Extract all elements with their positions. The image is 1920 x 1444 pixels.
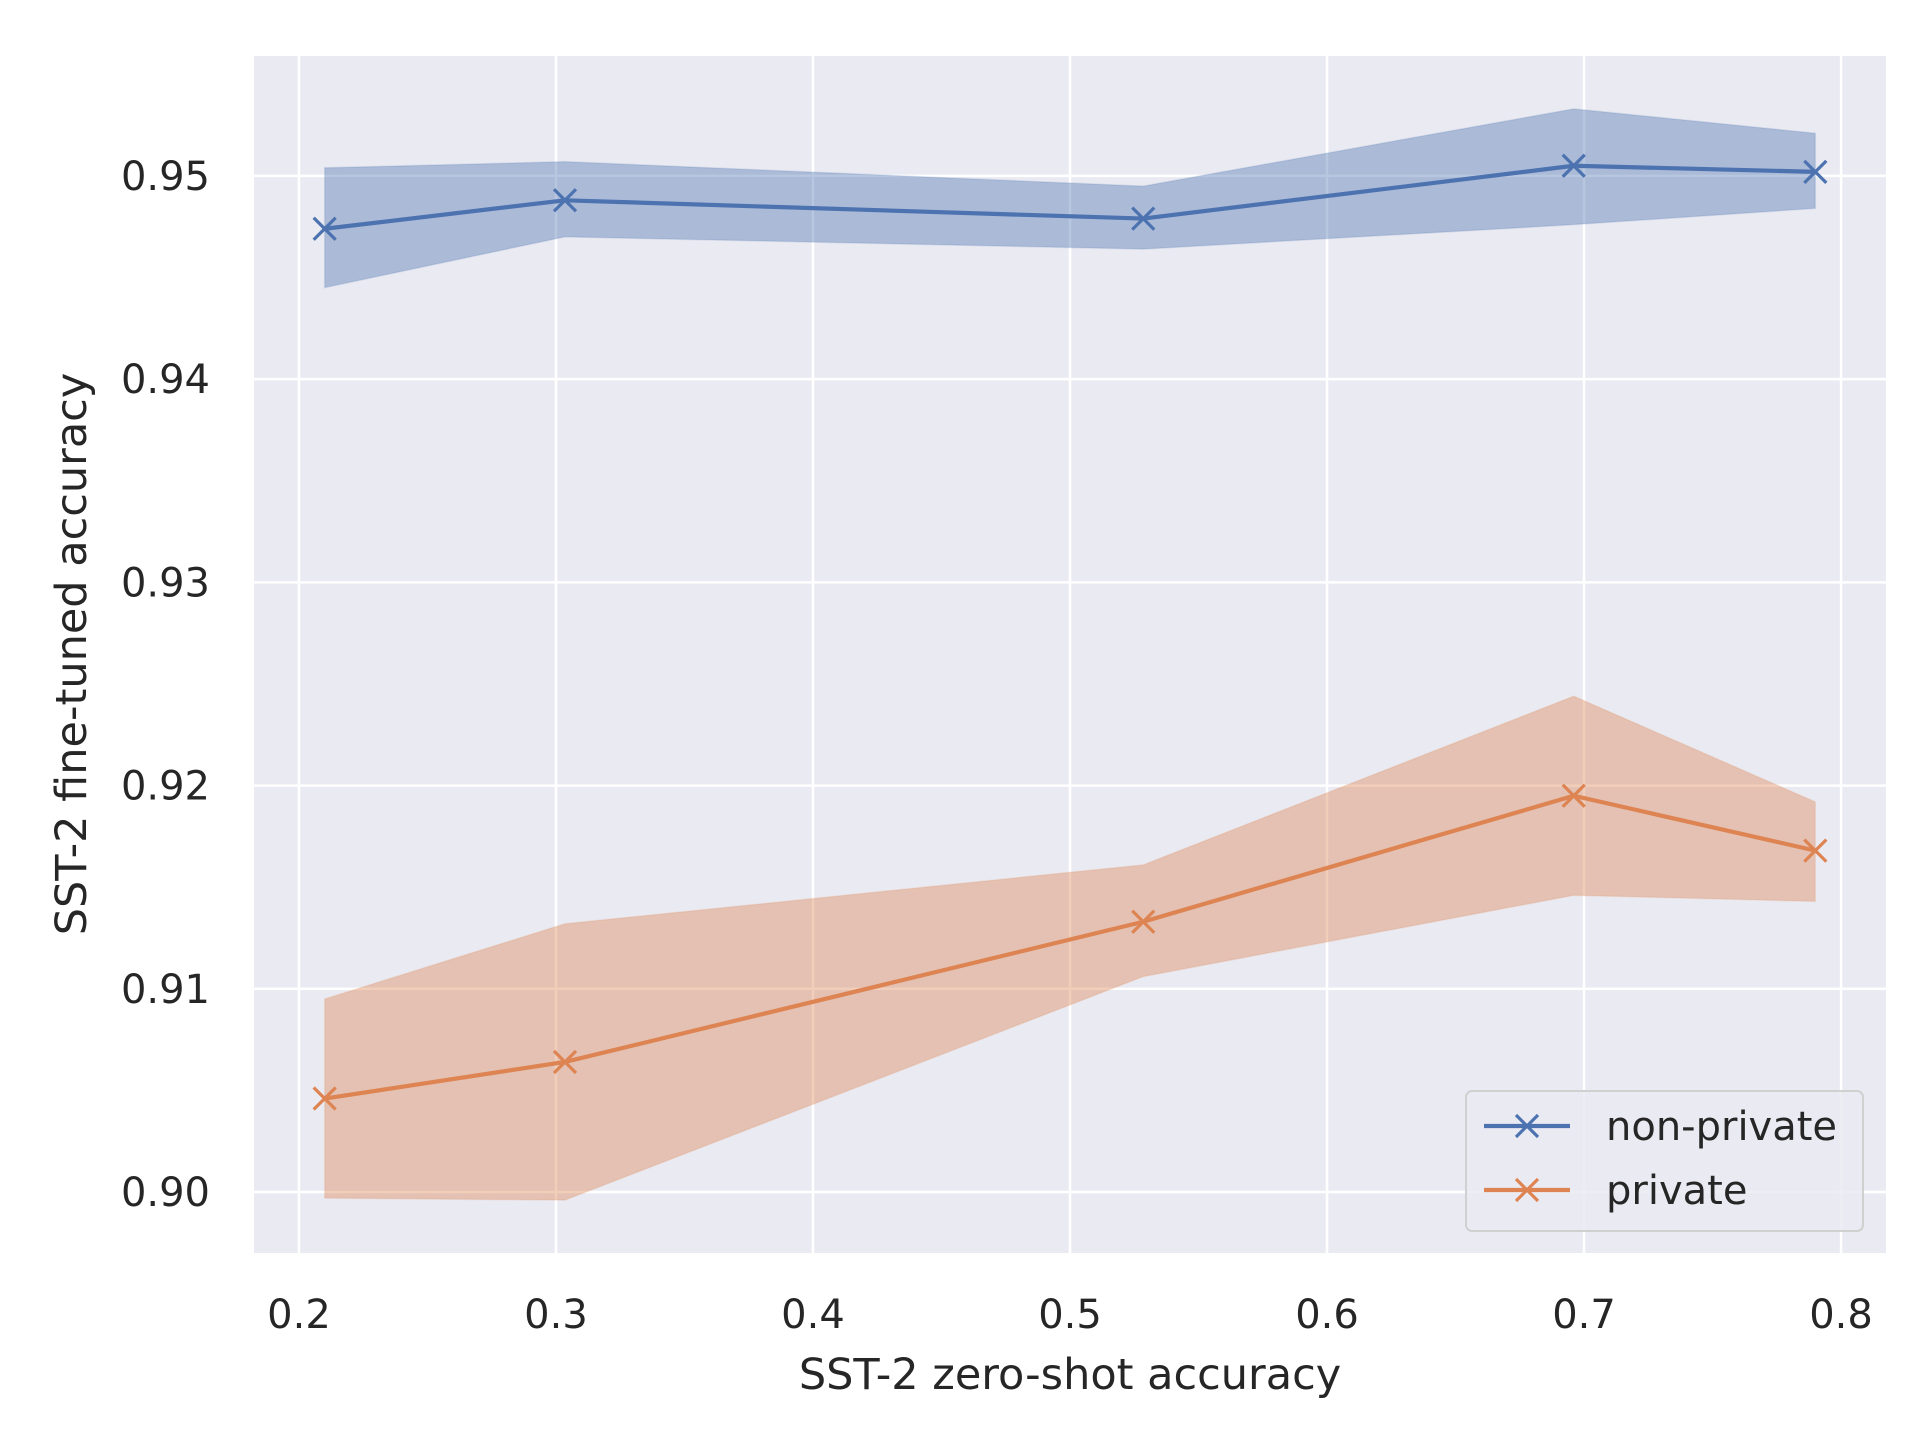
private-data-point [1131,909,1156,934]
x-tick-label: 0.5 [1038,1292,1102,1338]
series-markers [312,153,1828,1111]
y-tick-label: 0.93 [121,560,210,606]
confidence-bands [323,108,1817,1201]
y-tick-label: 0.90 [121,1170,210,1216]
y-tick-labels: 0.90 0.91 0.92 0.93 0.94 0.95 [121,154,210,1216]
legend-swatch-marker [1514,1177,1540,1203]
legend-swatch-marker [1514,1113,1540,1139]
x-tick-label: 0.7 [1552,1292,1616,1338]
non-private-data-point [552,188,578,213]
legend-items: non-private private [1484,1104,1837,1214]
legend-item-non-private: non-private [1484,1104,1837,1150]
x-axis-label: SST-2 zero-shot accuracy [799,1350,1341,1400]
x-tick-label: 0.8 [1809,1292,1873,1338]
y-tick-label: 0.91 [121,967,210,1013]
y-tick-label: 0.92 [121,764,210,810]
private-data-point [312,1086,337,1111]
legend-label: private [1606,1168,1747,1214]
y-tick-label: 0.95 [121,154,210,200]
marker-stroke [1561,153,1586,178]
marker-stroke [312,1086,337,1111]
marker-stroke [1803,838,1828,863]
non-private-data-point [1803,159,1828,184]
y-axis-label: SST-2 fine-tuned accuracy [47,373,97,936]
non-private-data-point [1561,153,1586,178]
private-band [323,695,1817,1201]
marker-stroke [1514,1177,1540,1203]
private-data-point [552,1049,578,1075]
marker-stroke [1514,1113,1540,1139]
legend: non-private private [1465,1090,1864,1232]
non-private-data-point [312,216,337,241]
private-data-point [1803,838,1828,863]
y-tick-label: 0.94 [121,357,210,403]
x-tick-label: 0.2 [267,1292,331,1338]
non-private-data-point [1131,206,1156,231]
marker-stroke [1561,783,1586,808]
marker-stroke [552,1049,578,1075]
marker-stroke [1131,206,1156,231]
private-data-point [1561,783,1586,808]
non-private-band [323,108,1817,289]
legend-label: non-private [1606,1104,1837,1150]
marker-stroke [312,216,337,241]
x-tick-label: 0.3 [524,1292,588,1338]
legend-item-private: private [1484,1168,1747,1214]
x-tick-label: 0.6 [1295,1292,1359,1338]
marker-stroke [1131,909,1156,934]
marker-stroke [1803,159,1828,184]
x-tick-labels: 0.2 0.3 0.4 0.5 0.6 0.7 0.8 [267,1292,1873,1338]
marker-stroke [552,188,578,213]
x-tick-label: 0.4 [781,1292,845,1338]
grid-lines [254,56,1886,1253]
